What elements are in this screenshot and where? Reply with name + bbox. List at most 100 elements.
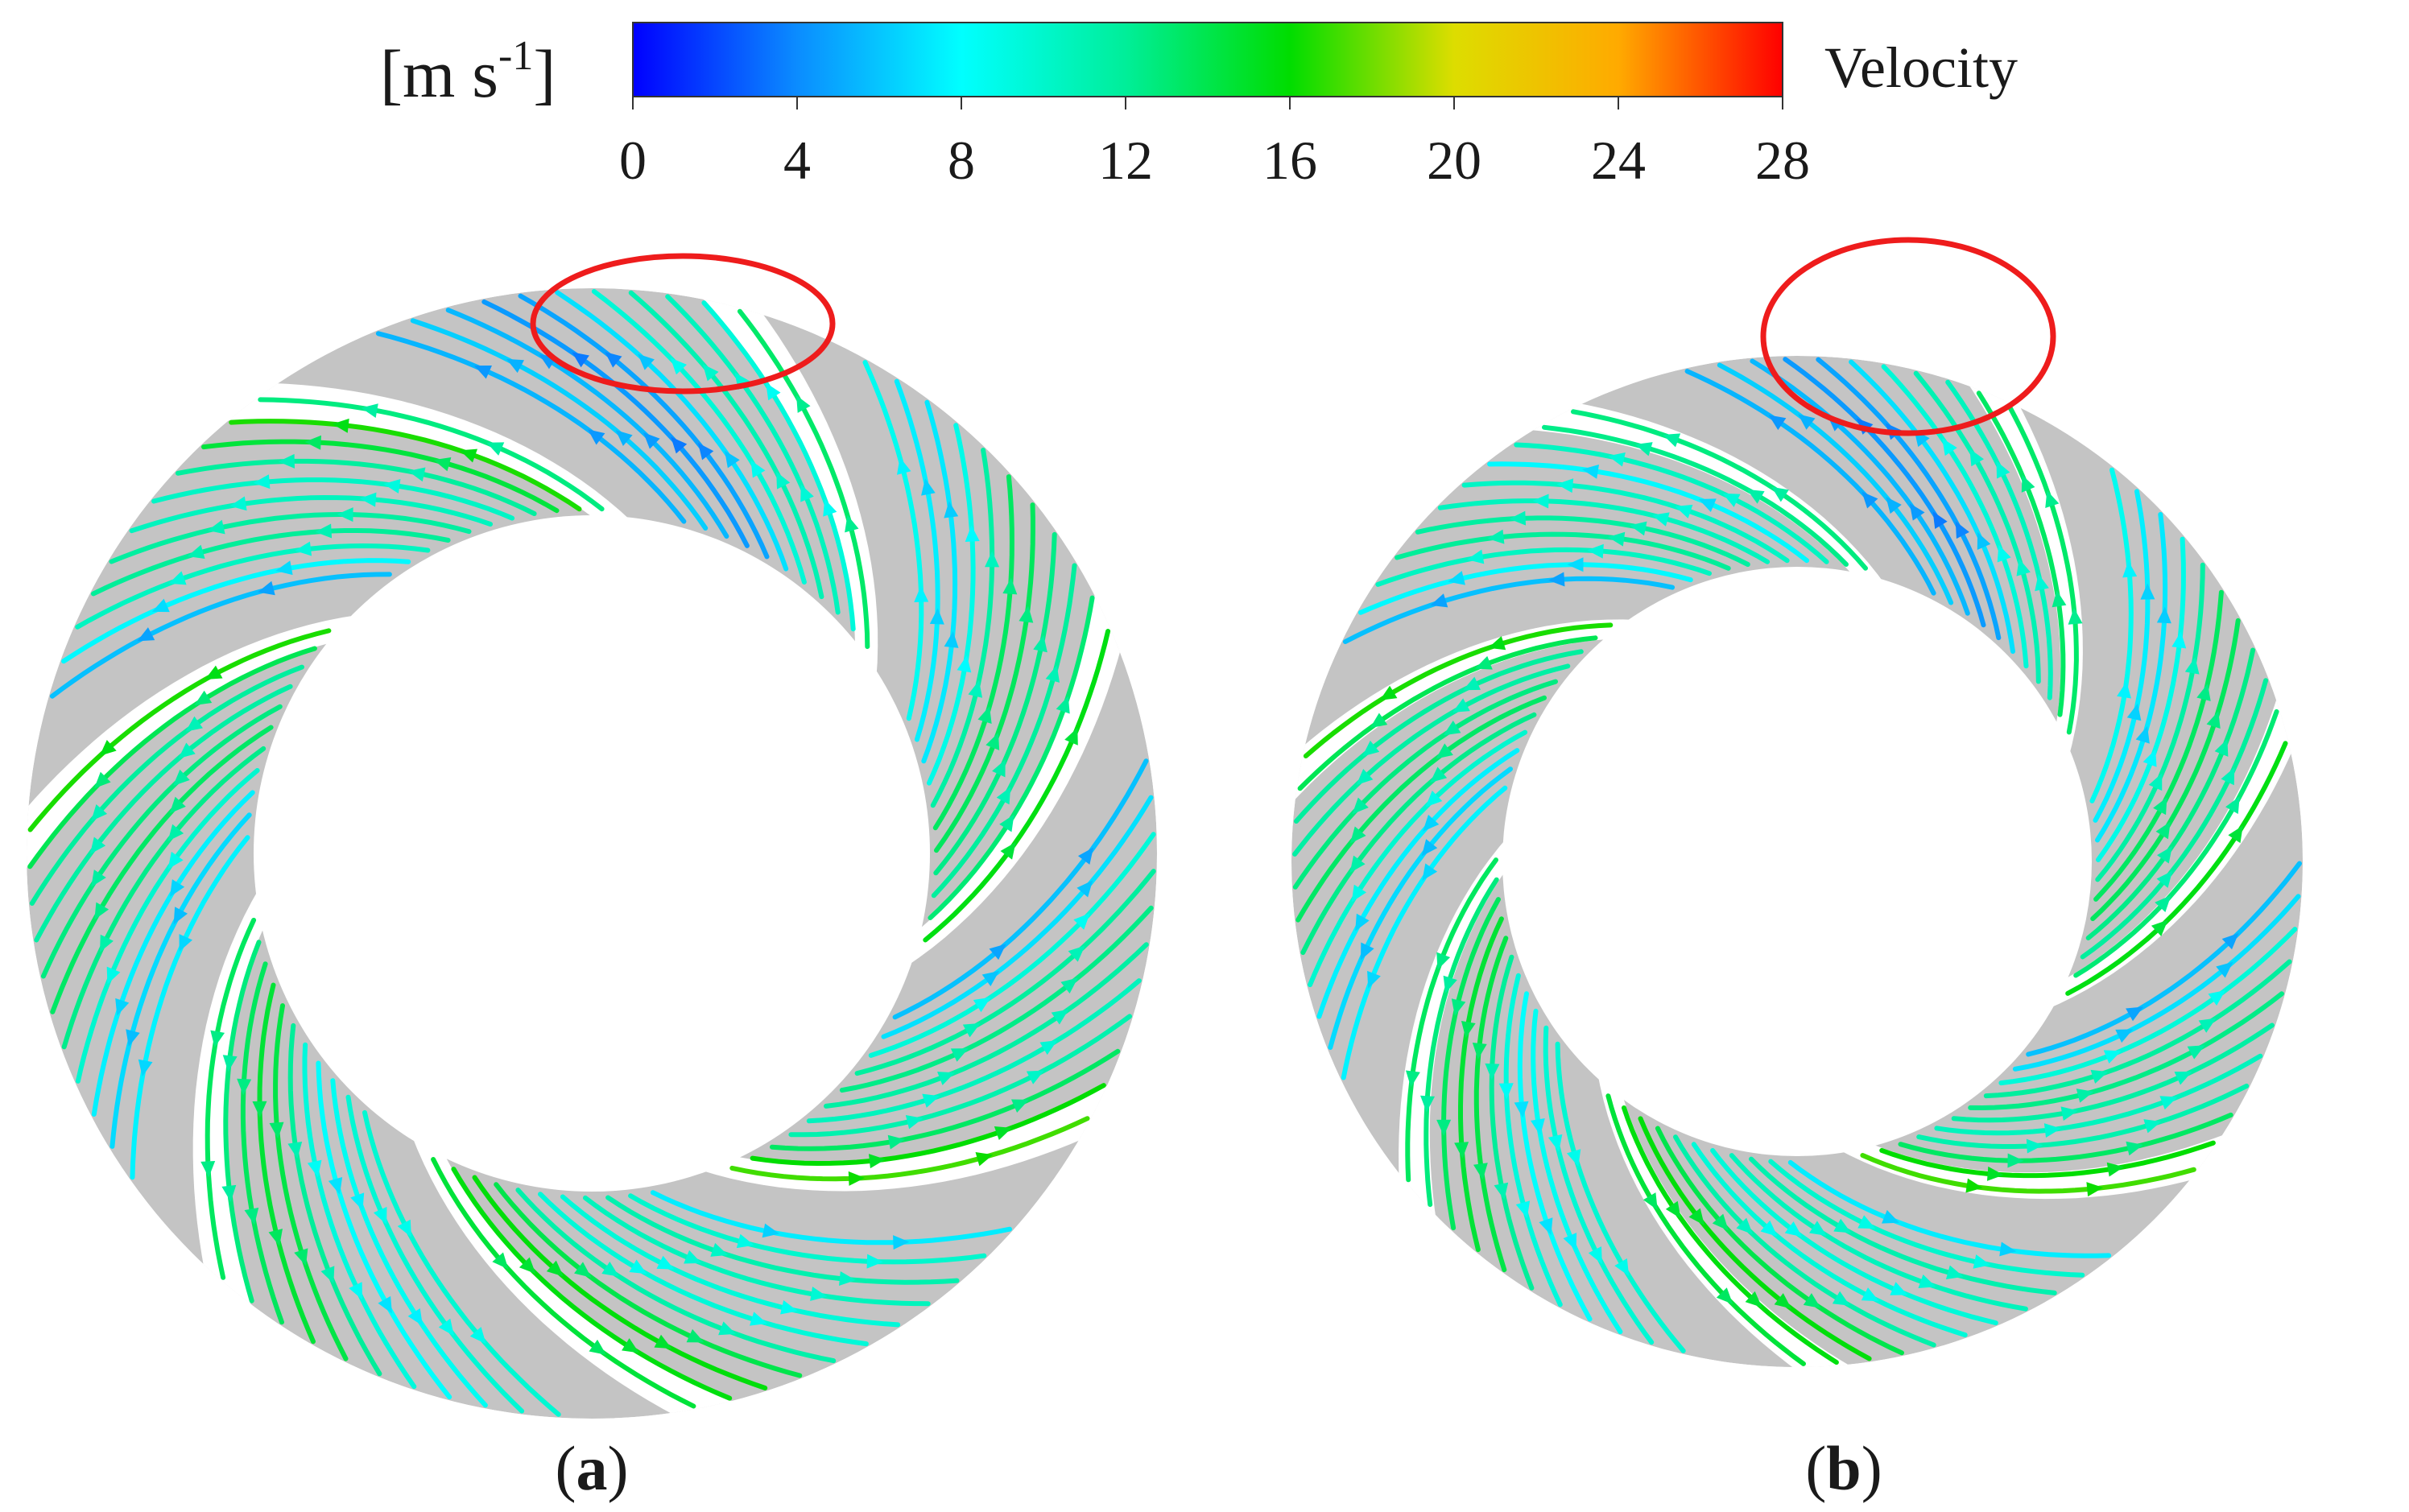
flow-arrow <box>2228 825 2243 844</box>
flow-arrow <box>937 1072 955 1085</box>
flow-arrow <box>315 523 333 539</box>
flow-arrow <box>1588 1246 1602 1265</box>
streamline <box>61 746 267 1050</box>
flow-arrow <box>985 551 1000 568</box>
streamline <box>2093 489 2151 823</box>
flow-arrow <box>1509 510 1527 526</box>
flow-arrow <box>2122 560 2138 578</box>
blade-gap <box>27 611 391 902</box>
streamline <box>1424 877 1499 1208</box>
flow-arrow <box>848 1171 866 1186</box>
flow-arrow <box>1405 1070 1420 1088</box>
flow-arrow <box>1467 549 1485 564</box>
flow-arrow <box>1909 503 1925 521</box>
impeller-panel-a: (a) <box>27 253 1157 1503</box>
flow-arrow <box>359 492 377 507</box>
flow-arrow <box>944 631 959 648</box>
streamline <box>1913 370 2041 684</box>
flow-arrow <box>950 1048 969 1062</box>
streamline <box>1571 409 1868 571</box>
flow-arrow <box>1370 713 1388 729</box>
flow-arrow <box>1587 543 1604 559</box>
flow-arrow <box>762 1223 779 1238</box>
flow-arrow <box>656 1255 675 1270</box>
flow-arrow <box>1784 1221 1803 1237</box>
flow-arrow <box>1473 1163 1488 1180</box>
flow-arrow <box>2126 1006 2143 1022</box>
flow-arrow <box>1361 942 1374 960</box>
flow-arrow <box>973 997 991 1013</box>
flow-arrow <box>486 442 505 456</box>
streamline <box>839 905 1154 1093</box>
streamline <box>110 812 252 1149</box>
flow-arrow <box>2126 703 2142 721</box>
colorbar-ticks: 0 4 8 12 16 20 24 28 <box>619 97 1810 191</box>
flow-arrow <box>2157 846 2172 864</box>
impeller-panel-b: (b) <box>1291 237 2303 1503</box>
streamline <box>1292 663 1571 857</box>
flow-arrow <box>1073 913 1090 930</box>
flow-arrow <box>671 436 688 454</box>
flow-arrow <box>796 395 811 413</box>
flow-arrow <box>1932 511 1948 530</box>
flow-arrow <box>1531 1118 1545 1136</box>
flow-arrow <box>992 759 1006 778</box>
flow-arrow <box>229 496 247 511</box>
flow-arrow <box>2159 1096 2178 1110</box>
flow-arrow <box>999 814 1014 832</box>
streamlines-a <box>27 289 1156 1417</box>
streamline <box>824 942 1149 1109</box>
flow-arrow <box>1352 797 1369 815</box>
streamline <box>923 629 1111 943</box>
flow-arrow <box>2198 1018 2217 1033</box>
flow-arrow <box>460 448 478 463</box>
streamline <box>229 419 582 512</box>
streamline <box>287 1022 382 1377</box>
flow-arrow <box>2126 1141 2143 1156</box>
flow-arrow <box>1019 605 1034 623</box>
flow-arrow <box>194 690 213 705</box>
flow-arrow <box>350 1192 365 1211</box>
flow-arrow <box>1663 433 1681 448</box>
flow-arrow <box>702 364 719 382</box>
flow-arrow <box>469 1327 486 1345</box>
flow-arrow <box>179 934 192 952</box>
flow-arrow <box>2106 1162 2124 1177</box>
flow-arrow <box>601 1262 619 1277</box>
streamline <box>1342 576 1676 644</box>
streamline <box>1916 1083 2250 1149</box>
streamline <box>2090 618 2241 922</box>
flow-arrow <box>1045 665 1060 683</box>
streamline <box>205 917 257 1280</box>
flow-arrow <box>2021 474 2035 493</box>
flow-arrow <box>1010 1099 1029 1113</box>
flow-arrow <box>1349 826 1366 844</box>
flow-arrow <box>167 824 184 841</box>
streamline <box>927 423 976 786</box>
flow-arrow <box>684 1250 702 1264</box>
streamline <box>1531 1008 1623 1335</box>
flow-arrow <box>1430 593 1448 608</box>
flow-arrow <box>1760 1220 1778 1237</box>
streamline <box>431 1157 696 1409</box>
flow-arrow <box>1698 498 1717 512</box>
flow-arrow <box>776 471 791 490</box>
streamline <box>538 1192 869 1347</box>
flow-arrow <box>1712 1213 1729 1231</box>
flow-arrow <box>1448 571 1465 585</box>
flow-arrow <box>1379 685 1398 700</box>
streamline <box>1998 927 2298 1086</box>
flow-arrow <box>1675 504 1693 518</box>
streamline <box>1684 369 1936 596</box>
flow-arrow <box>2090 1069 2109 1084</box>
colorbar-tick-label: 8 <box>948 130 975 191</box>
flow-arrow <box>2156 870 2173 888</box>
flow-arrow <box>1463 676 1481 691</box>
streamline <box>257 982 316 1345</box>
flow-arrow <box>1033 634 1047 653</box>
colorbar-legend: [m s-1] 0 4 8 12 16 20 24 28 Velocity <box>380 22 2018 191</box>
flow-arrow <box>1651 512 1670 527</box>
streamline <box>737 308 870 650</box>
flow-arrow <box>697 443 714 461</box>
flow-arrow <box>921 478 936 496</box>
